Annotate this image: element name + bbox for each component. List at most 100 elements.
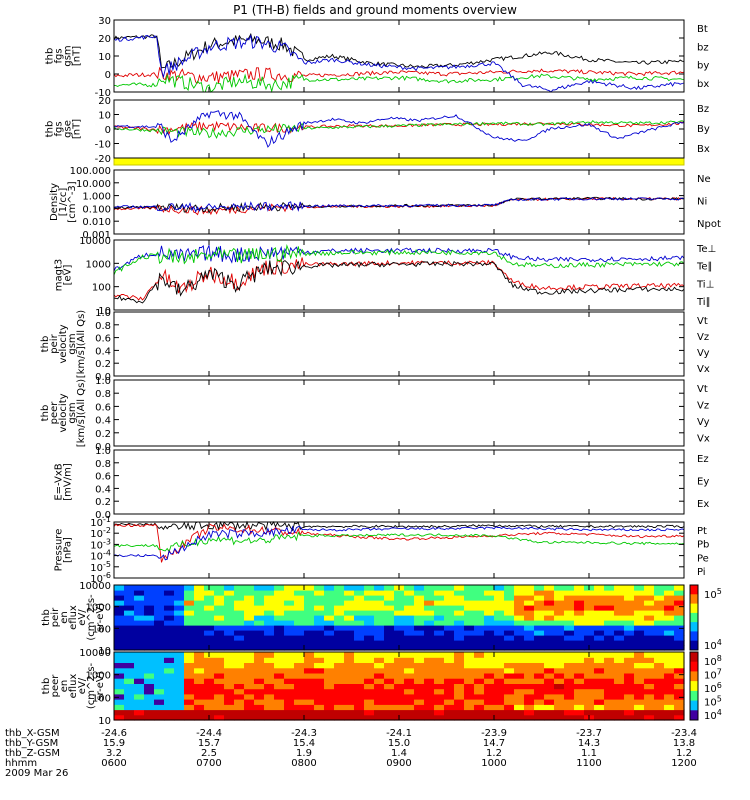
heatmap-cell: [454, 657, 465, 663]
heatmap-cell: [384, 585, 395, 591]
heatmap-cell: [514, 662, 525, 669]
heatmap-cell: [424, 652, 435, 658]
heatmap-cell: [514, 652, 525, 658]
heatmap-cell: [404, 620, 415, 626]
heatmap-cell: [604, 683, 615, 690]
heatmap-cell: [474, 630, 485, 636]
heatmap-cell: [514, 590, 525, 596]
legend-fgs_gsm-Bt: Bt: [697, 24, 708, 35]
heatmap-cell: [554, 709, 565, 716]
heatmap-cell: [144, 610, 155, 616]
y-tick-label: 1000: [86, 603, 111, 614]
heatmap-cell: [474, 709, 485, 716]
y-axis-label: eV/: [77, 609, 88, 626]
heatmap-cell: [164, 585, 175, 591]
heatmap-cell: [664, 693, 675, 700]
heatmap-cell: [274, 635, 285, 641]
heatmap-cell: [514, 610, 525, 616]
heatmap-cell: [544, 600, 555, 606]
heatmap-cell: [264, 693, 275, 700]
heatmap-cell: [544, 595, 555, 601]
series-fgs_gse-By: [113, 120, 685, 139]
heatmap-cell: [604, 709, 615, 716]
heatmap-cell: [324, 688, 335, 695]
heatmap-cell: [504, 610, 515, 616]
heatmap-cell: [224, 605, 235, 611]
heatmap-cell: [674, 688, 685, 695]
heatmap-cell: [354, 693, 365, 700]
heatmap-cell: [244, 610, 255, 616]
y-tick-label: 0.4: [95, 346, 111, 357]
heatmap-cell: [314, 699, 325, 705]
heatmap-cell: [524, 714, 535, 721]
heatmap-cell: [354, 709, 365, 716]
heatmap-cell: [644, 585, 655, 591]
heatmap-cell: [414, 693, 425, 700]
heatmap-cell: [674, 683, 685, 690]
heatmap-cell: [334, 635, 345, 641]
heatmap-cell: [534, 699, 545, 705]
heatmap-cell: [554, 704, 565, 711]
heatmap-cell: [554, 693, 565, 700]
heatmap-cell: [194, 635, 205, 641]
heatmap-cell: [244, 688, 255, 695]
heatmap-cell: [434, 640, 445, 646]
heatmap-cell: [534, 652, 545, 658]
heatmap-cell: [664, 590, 675, 596]
heatmap-cell: [344, 645, 355, 651]
heatmap-cell: [554, 714, 565, 721]
heatmap-cell: [414, 590, 425, 596]
y-tick-label: 1000: [86, 671, 111, 682]
heatmap-cell: [164, 630, 175, 636]
heatmap-cell: [424, 709, 435, 716]
series-fgs_gsm-bx: [113, 34, 685, 93]
heatmap-cell: [444, 615, 455, 621]
heatmap-cell: [314, 688, 325, 695]
heatmap-cell: [544, 678, 555, 684]
heatmap-cell: [284, 683, 295, 690]
heatmap-cell: [344, 667, 355, 674]
heatmap-cell: [354, 672, 365, 679]
heatmap-cell: [514, 678, 525, 684]
heatmap-cell: [164, 645, 175, 651]
heatmap-cell: [644, 714, 655, 721]
heatmap-cell: [234, 672, 245, 679]
heatmap-cell: [274, 714, 285, 721]
heatmap-cell: [664, 667, 675, 674]
heatmap-cell: [584, 683, 595, 690]
heatmap-cell: [304, 630, 315, 636]
heatmap-cell: [224, 625, 235, 631]
heatmap-cell: [254, 625, 265, 631]
heatmap-cell: [364, 688, 375, 695]
heatmap-cell: [414, 657, 425, 663]
heatmap-cell: [634, 615, 645, 621]
heatmap-cell: [434, 610, 445, 616]
heatmap-cell: [514, 620, 525, 626]
heatmap-cell: [494, 610, 505, 616]
heatmap-cell: [234, 610, 245, 616]
heatmap-cell: [214, 699, 225, 705]
heatmap-cell: [304, 678, 315, 684]
y-axis-label: thb: [45, 121, 56, 138]
heatmap-cell: [254, 615, 265, 621]
legend-fgs_gse-Bx: Bx: [697, 144, 710, 155]
heatmap-cell: [294, 635, 305, 641]
heatmap-cell: [374, 657, 385, 663]
heatmap-cell: [494, 699, 505, 705]
heatmap-cell: [404, 714, 415, 721]
heatmap-cell: [184, 620, 195, 626]
heatmap-cell: [604, 630, 615, 636]
heatmap-cell: [524, 657, 535, 663]
heatmap-cell: [294, 620, 305, 626]
heatmap-cell: [554, 595, 565, 601]
heatmap-cell: [364, 672, 375, 679]
legend-fgs_gsm-bz: bz: [697, 42, 709, 53]
legend-peer_velocity-Vt: Vt: [697, 384, 708, 395]
heatmap-cell: [424, 620, 435, 626]
panel-peir_energy_flux: 10510410000100010010thbpeirenefluxeV/(cm…: [41, 581, 722, 657]
series-density-Npot: [113, 197, 685, 213]
heatmap-cell: [144, 704, 155, 711]
heatmap-cell: [674, 693, 685, 700]
heatmap-cell: [334, 662, 345, 669]
legend-peir_velocity-Vy: Vy: [697, 348, 710, 359]
